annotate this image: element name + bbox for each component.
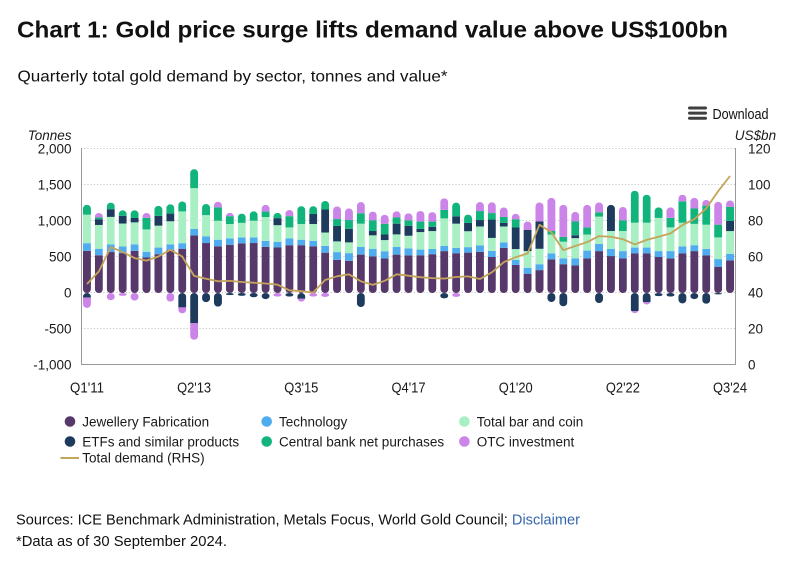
svg-text:100: 100 xyxy=(748,178,771,193)
svg-text:Q1'11: Q1'11 xyxy=(70,380,104,397)
svg-text:Total demand (RHS): Total demand (RHS) xyxy=(82,450,204,465)
svg-text:Technology: Technology xyxy=(279,414,348,429)
svg-text:Q3'24: Q3'24 xyxy=(713,380,747,397)
svg-text:Q4'17: Q4'17 xyxy=(392,380,426,397)
svg-text:*Data as of 30 September 2024.: *Data as of 30 September 2024. xyxy=(16,534,227,550)
svg-text:Jewellery Fabrication: Jewellery Fabrication xyxy=(82,414,209,429)
svg-text:Tonnes: Tonnes xyxy=(28,128,72,143)
svg-text:Central bank net purchases: Central bank net purchases xyxy=(279,434,444,449)
svg-text:Download: Download xyxy=(713,107,769,123)
svg-text:80: 80 xyxy=(748,214,763,229)
svg-text:2,000: 2,000 xyxy=(38,142,72,157)
svg-text:500: 500 xyxy=(49,250,72,265)
svg-text:Total bar and coin: Total bar and coin xyxy=(477,414,584,429)
svg-text:ETFs and similar products: ETFs and similar products xyxy=(82,434,239,449)
svg-text:-1,000: -1,000 xyxy=(33,358,71,373)
svg-text:40: 40 xyxy=(748,286,763,301)
svg-text:0: 0 xyxy=(64,286,72,301)
svg-text:0: 0 xyxy=(748,358,756,373)
svg-text:OTC investment: OTC investment xyxy=(477,434,575,449)
svg-text:20: 20 xyxy=(748,322,763,337)
svg-text:-500: -500 xyxy=(44,322,71,337)
svg-text:Q3'15: Q3'15 xyxy=(284,380,318,397)
svg-text:1,000: 1,000 xyxy=(38,214,72,229)
svg-text:1,500: 1,500 xyxy=(38,178,72,193)
svg-text:Q2'22: Q2'22 xyxy=(606,380,640,397)
svg-text:120: 120 xyxy=(748,142,771,157)
svg-text:Sources: ICE Benchmark Adminis: Sources: ICE Benchmark Administration, M… xyxy=(16,512,580,528)
svg-text:Q1'20: Q1'20 xyxy=(499,380,533,397)
svg-text:Q2'13: Q2'13 xyxy=(177,380,211,397)
svg-text:Chart 1: Gold price surge lift: Chart 1: Gold price surge lifts demand v… xyxy=(17,17,728,43)
svg-text:US$bn: US$bn xyxy=(735,128,776,143)
svg-text:Quarterly total gold demand by: Quarterly total gold demand by sector, t… xyxy=(18,68,448,85)
svg-text:60: 60 xyxy=(748,250,763,265)
